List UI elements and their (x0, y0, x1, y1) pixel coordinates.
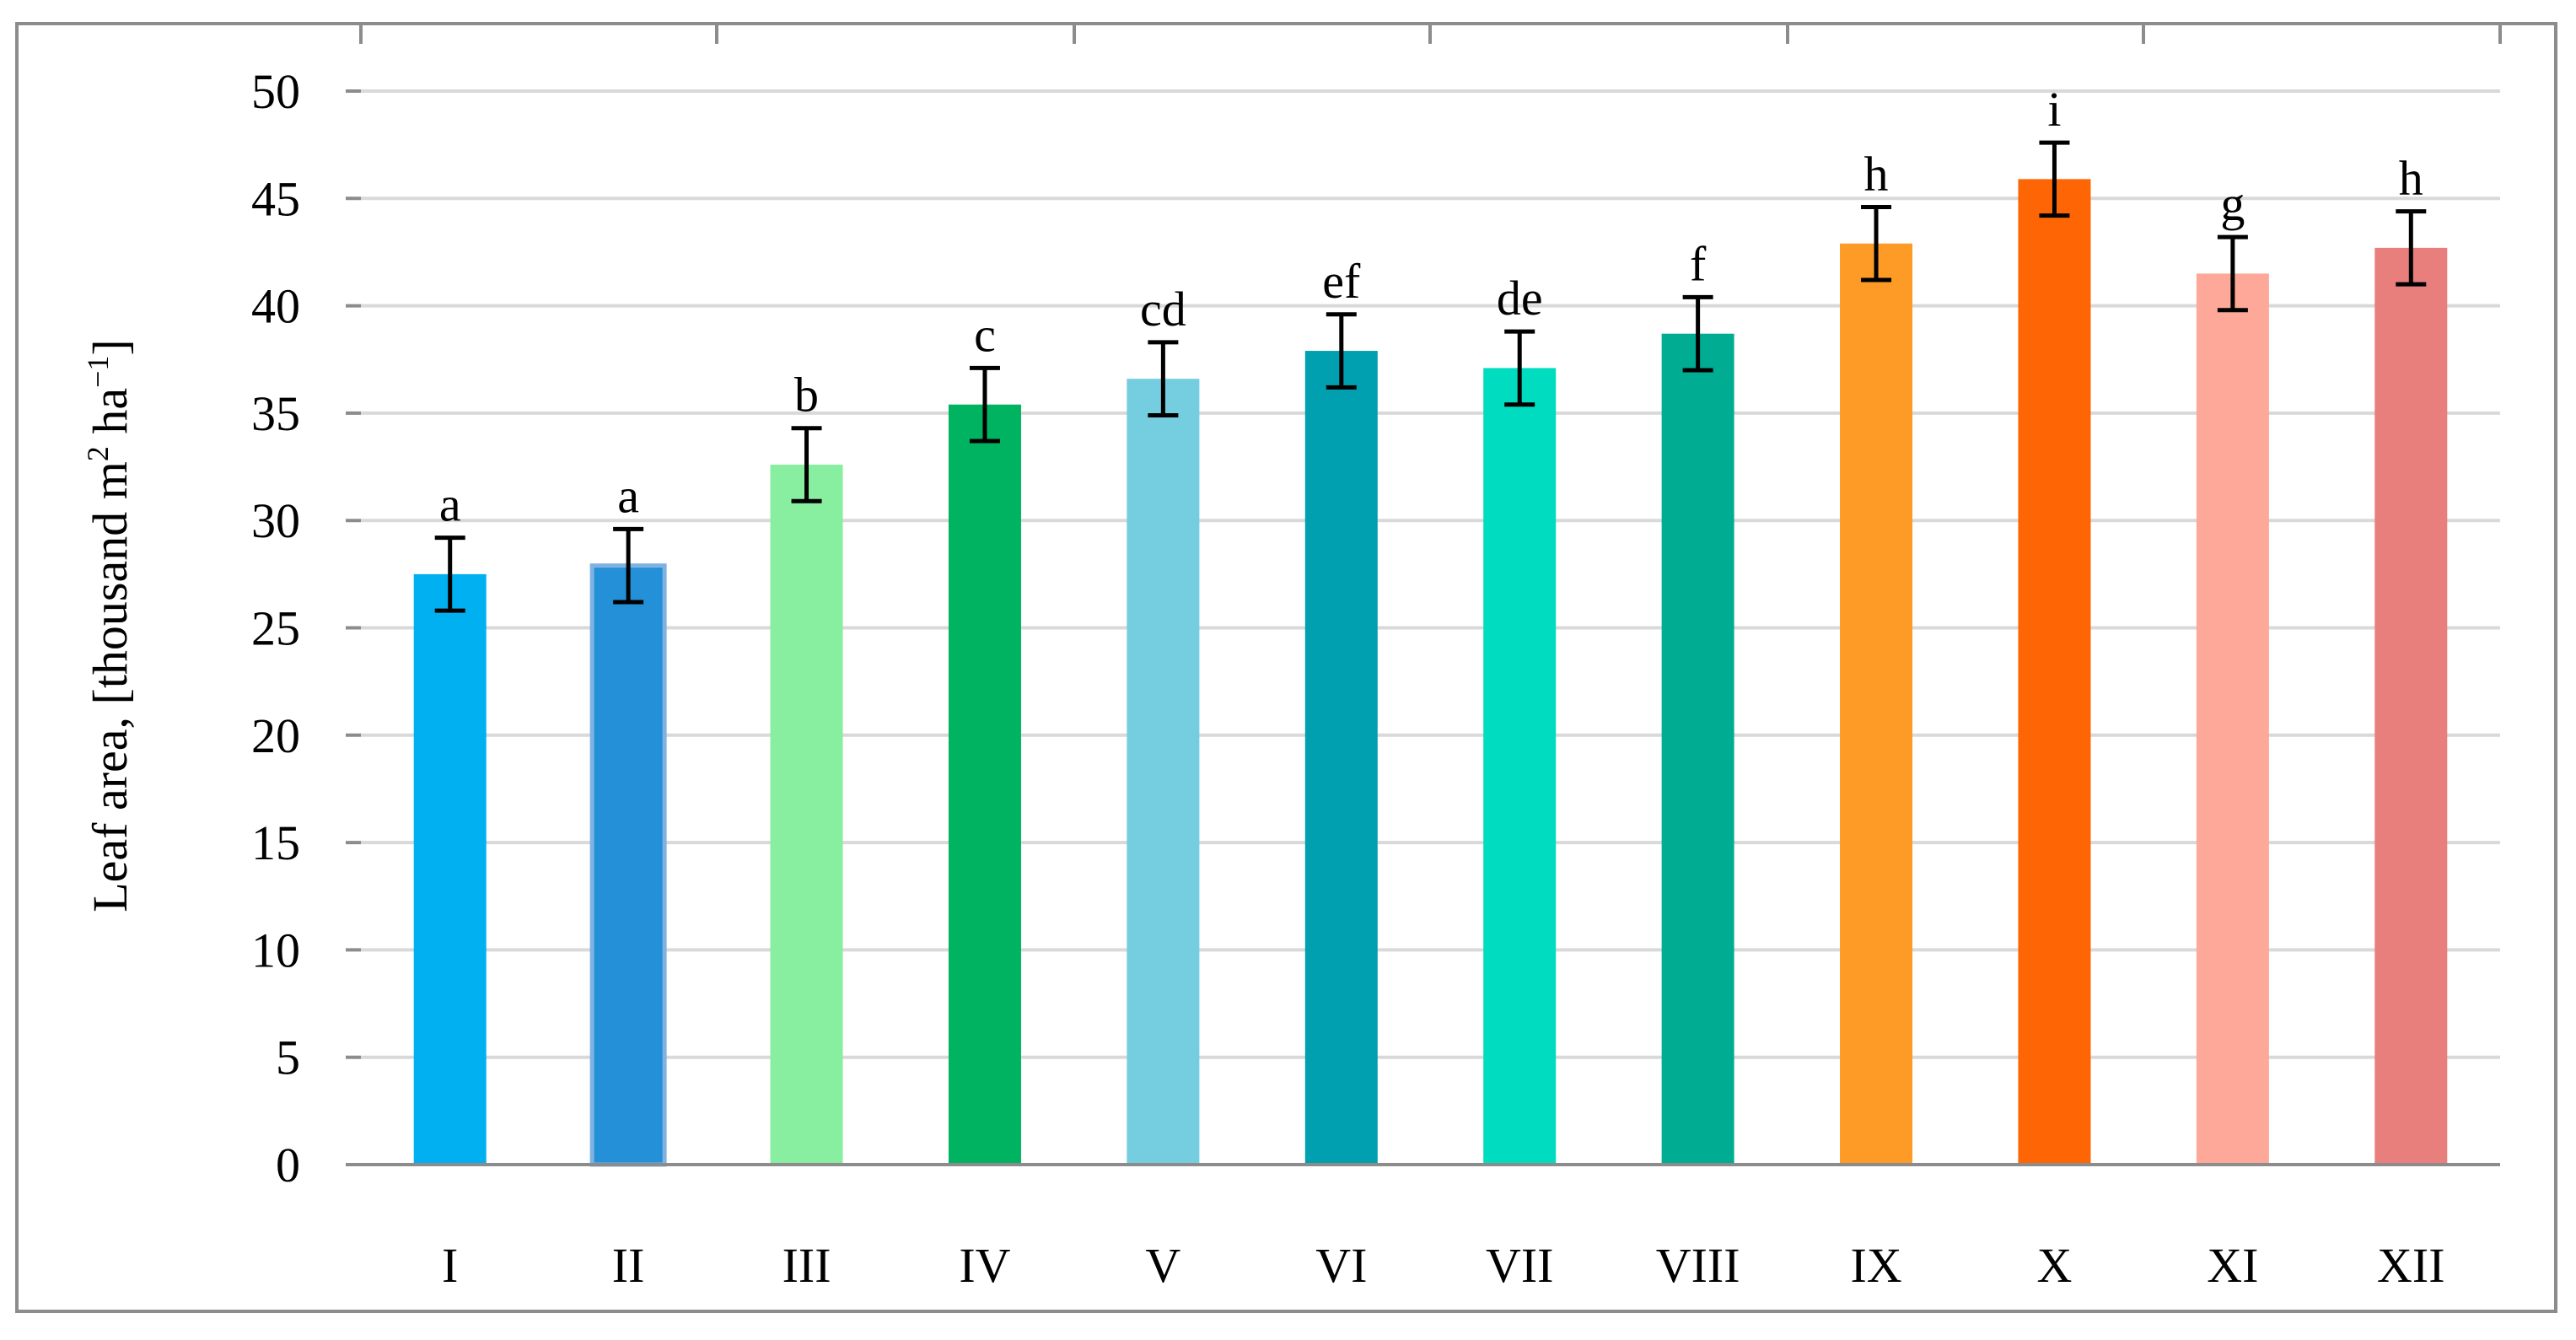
bar-XI (2196, 273, 2269, 1165)
y-tick-label-15: 15 (251, 815, 300, 870)
x-tick-label-IV: IV (959, 1238, 1010, 1293)
error-bar-VIII (1682, 294, 1713, 373)
error-bar-IX (1861, 204, 1892, 283)
x-tick-label-III: III (782, 1238, 831, 1293)
error-bar-VII (1504, 329, 1535, 407)
x-tick-label-I: I (442, 1238, 458, 1293)
error-bar-XII (2396, 209, 2427, 287)
y-axis-title-main: Leaf area, [thousand m (83, 461, 137, 912)
x-tick-label-XII: XII (2377, 1238, 2445, 1293)
error-bar-V (1148, 340, 1179, 417)
y-tick-label-35: 35 (251, 386, 300, 441)
significance-letter-X: i (2047, 82, 2061, 137)
y-tick-label-25: 25 (251, 601, 300, 656)
bar-V (1127, 379, 1200, 1165)
error-bar-IV (969, 365, 1000, 444)
frame-top-ticks (359, 24, 2502, 44)
y-axis-title: Leaf area, [thousand m2 ha−1] (81, 339, 137, 912)
bar-X (2018, 179, 2091, 1165)
x-tick-label-II: II (612, 1238, 645, 1293)
bar-IX (1840, 243, 1913, 1165)
significance-letter-III: b (794, 368, 819, 422)
significance-letter-XII: h (2399, 151, 2423, 206)
error-bar-III (791, 426, 822, 503)
y-axis-tick-labels: 0 5 10 15 20 25 30 35 40 45 50 (251, 64, 300, 1192)
y-tick-label-40: 40 (251, 279, 300, 334)
bar-III (770, 465, 843, 1165)
bar-VI (1304, 351, 1378, 1165)
significance-letter-V: cd (1140, 282, 1186, 336)
error-bar-II (613, 526, 644, 605)
bar-XII (2374, 247, 2448, 1165)
x-tick-label-X: X (2037, 1238, 2073, 1293)
bar-VII (1483, 368, 1557, 1165)
y-axis-title-sup2: −1 (81, 356, 115, 388)
significance-letters: a a b c cd ef de f h i g h (439, 82, 2423, 531)
bar-VIII (1661, 333, 1734, 1165)
error-bar-X (2039, 140, 2070, 218)
y-tick-label-20: 20 (251, 708, 300, 763)
error-bar-I (434, 535, 465, 613)
significance-letter-VIII: f (1690, 236, 1707, 291)
x-tick-label-V: V (1145, 1238, 1180, 1293)
bar-IV (948, 404, 1021, 1165)
x-tick-label-VIII: VIII (1656, 1238, 1740, 1293)
y-tick-label-30: 30 (251, 493, 300, 548)
significance-letter-IX: h (1864, 146, 1889, 201)
significance-letter-II: a (617, 468, 639, 523)
x-tick-label-VI: VI (1315, 1238, 1367, 1293)
y-tick-label-0: 0 (276, 1138, 300, 1192)
significance-letter-I: a (439, 477, 461, 532)
x-tick-label-IX: IX (1850, 1238, 1901, 1293)
x-tick-label-VII: VII (1486, 1238, 1554, 1293)
y-axis-title-mid: ha (83, 388, 137, 446)
y-tick-label-50: 50 (251, 64, 300, 119)
y-tick-label-5: 5 (276, 1031, 300, 1085)
significance-letter-XI: g (2220, 176, 2245, 231)
y-tick-label-45: 45 (251, 171, 300, 226)
significance-letter-IV: c (974, 307, 996, 362)
y-axis-title-end: ] (83, 339, 137, 355)
x-tick-label-XI: XI (2207, 1238, 2258, 1293)
gridlines (346, 89, 2500, 1166)
y-tick-label-10: 10 (251, 923, 300, 977)
y-axis-title-sup1: 2 (81, 446, 115, 461)
error-bar-VI (1326, 312, 1357, 390)
bars (413, 179, 2448, 1167)
error-bar-XI (2217, 234, 2248, 313)
significance-letter-VI: ef (1322, 254, 1361, 309)
bar-I (413, 573, 487, 1165)
significance-letter-VII: de (1497, 271, 1543, 326)
bar-II (589, 563, 667, 1167)
x-axis-tick-labels: I II III IV V VI VII VIII IX X XI XII (442, 1238, 2445, 1293)
error-bars (434, 140, 2427, 613)
